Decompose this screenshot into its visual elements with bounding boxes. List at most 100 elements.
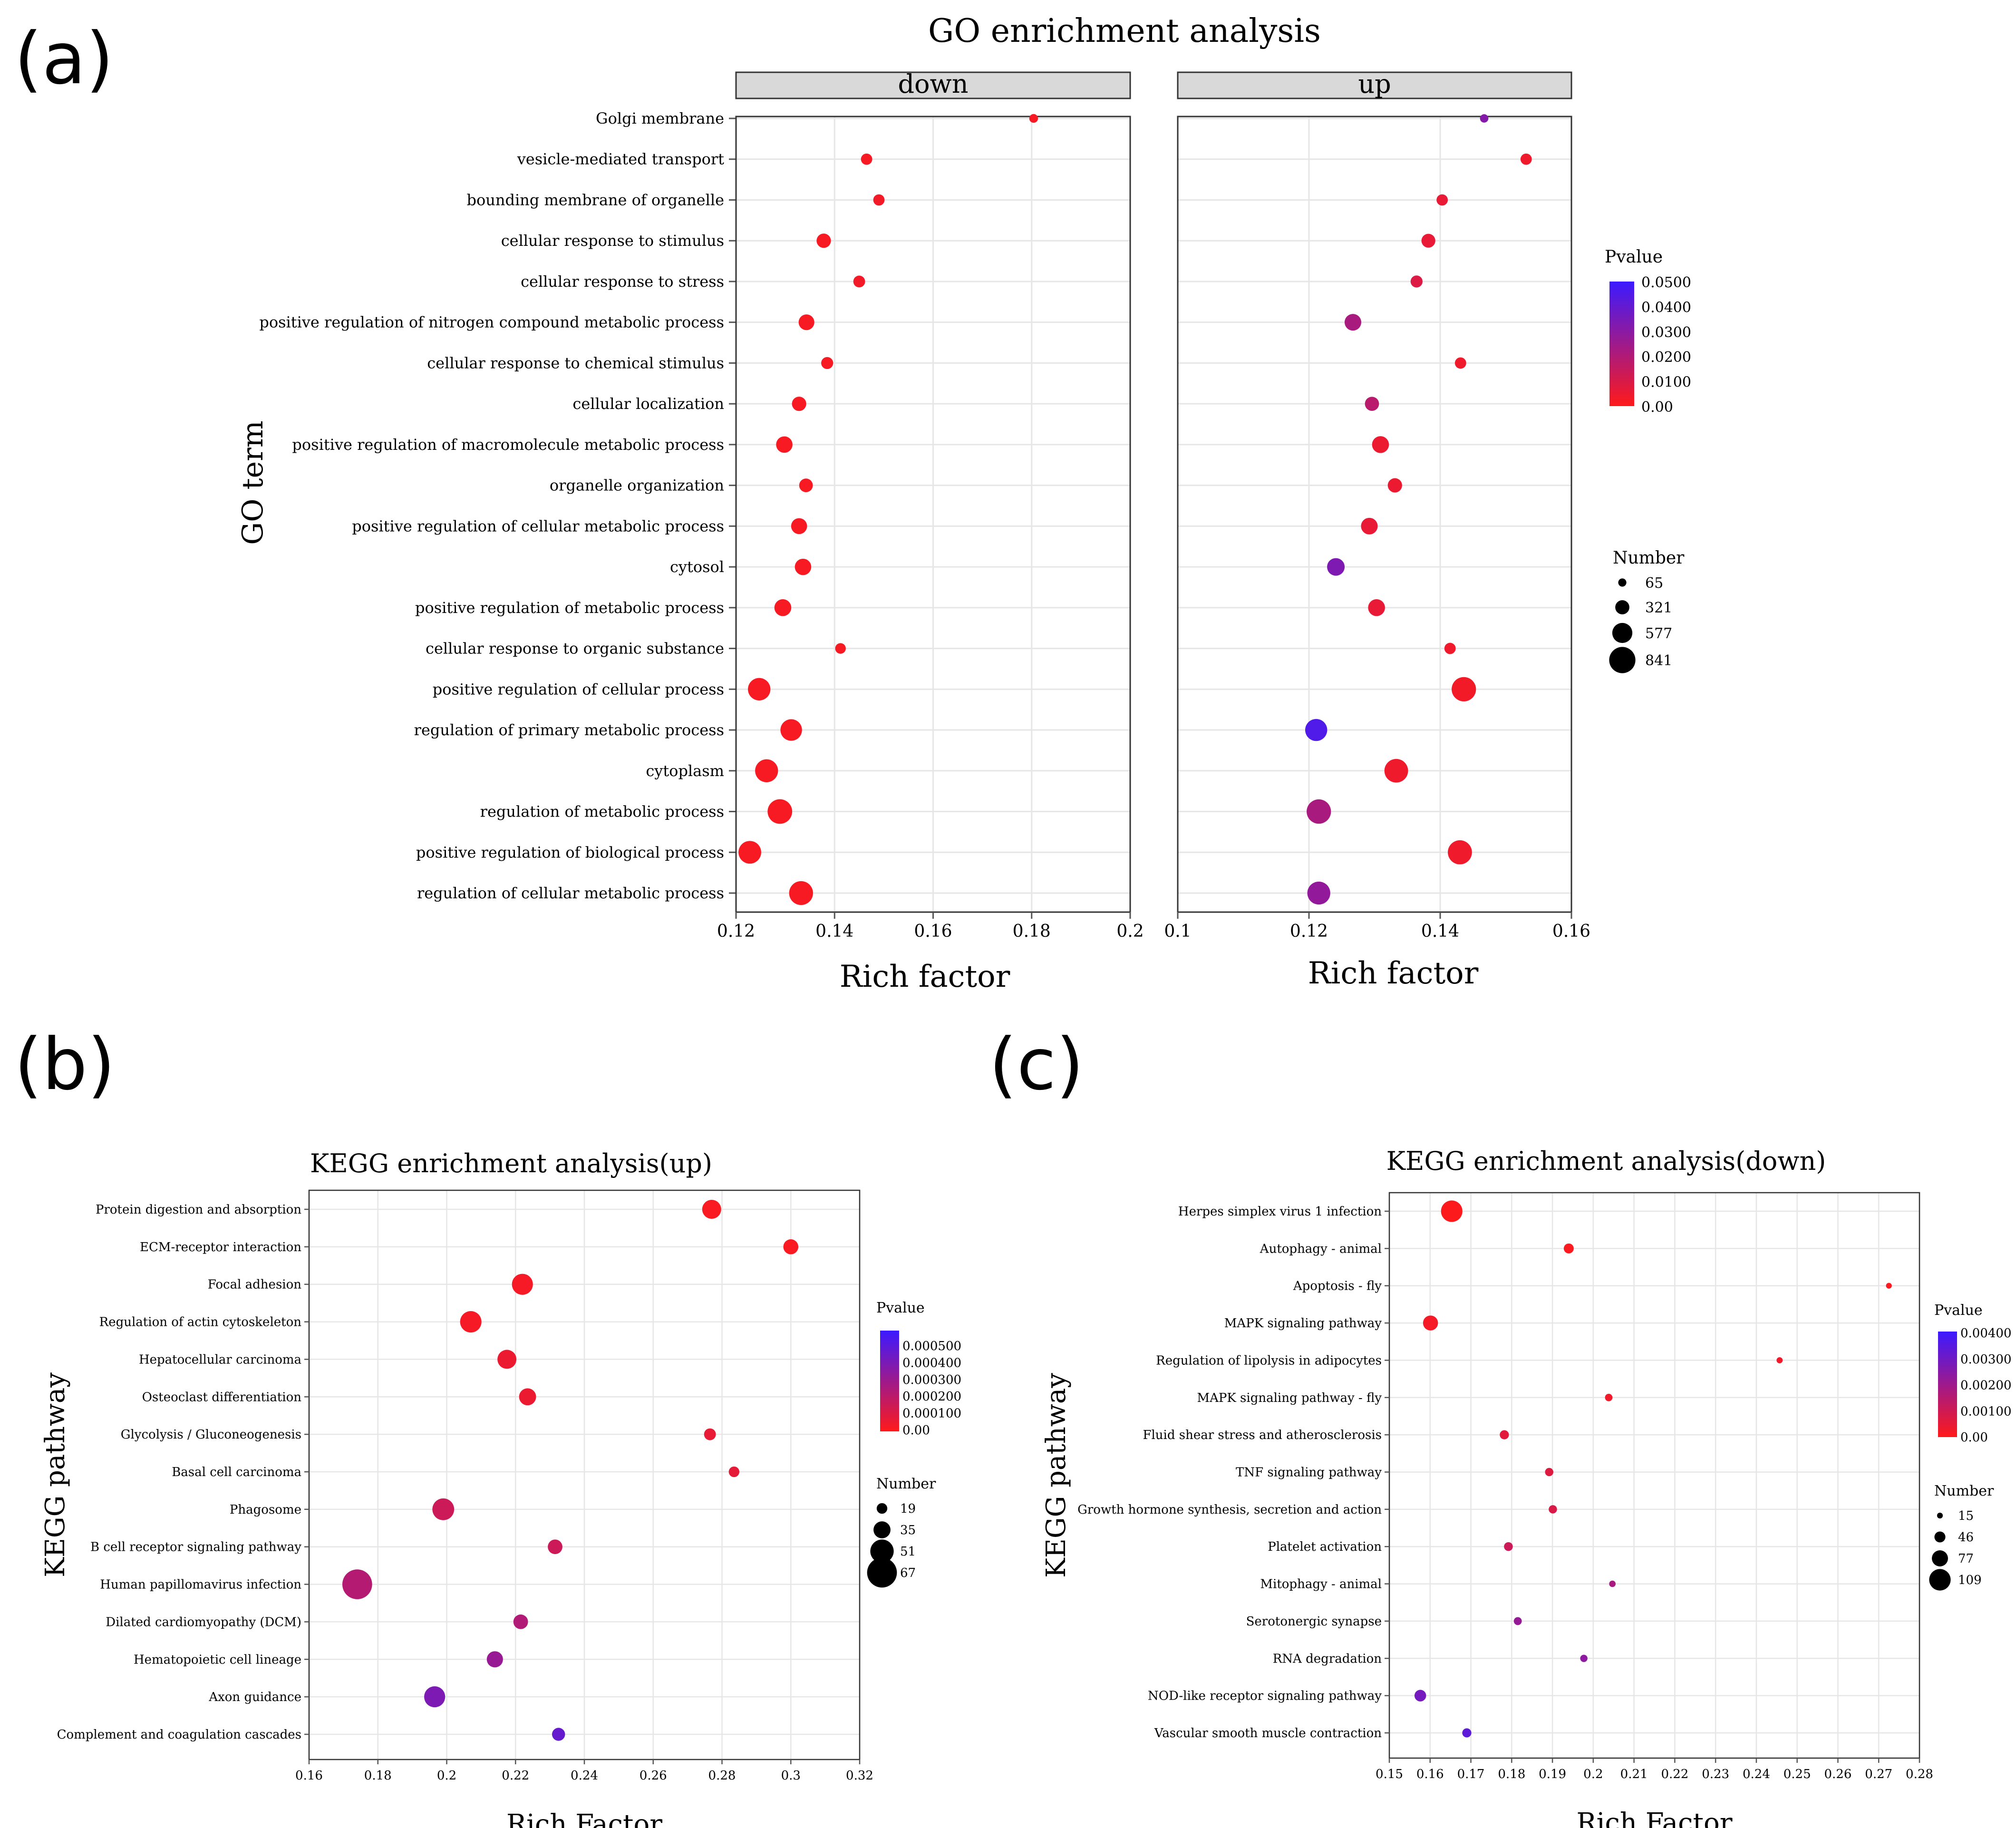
data-point-human-papillomavirus-infection [342, 1569, 372, 1599]
legend-pvalue-label: 0.000300 [902, 1373, 961, 1387]
y-tick-label: Dilated cardiomyopathy (DCM) [106, 1615, 301, 1629]
pvalue-colorbar [1938, 1332, 1957, 1437]
y-tick-label: Protein digestion and absorption [96, 1203, 301, 1217]
x-tick-label: 0.22 [502, 1769, 529, 1783]
legend-number-label: 77 [1958, 1552, 1974, 1566]
legend-number-label: 19 [900, 1502, 916, 1516]
y-tick-label: cytoplasm [646, 762, 724, 780]
data-point-down-regulation-of-cellular-metabolic-process [789, 881, 813, 905]
data-point-down-positive-regulation-of-biological-process [738, 841, 761, 864]
legend: Pvalue 0.000500 0.000400 0.000300 0.000200 0.… [867, 1300, 961, 1588]
legend-pvalue-label: 0.00200 [1960, 1379, 2012, 1393]
y-tick-label: Basal cell carcinoma [172, 1465, 301, 1479]
x-tick-label: 0.16 [914, 922, 952, 941]
facet-up: up 0.1 0.12 0.14 0.16 [1164, 69, 1590, 941]
data-point-complement-and-coagulation-cascades [552, 1728, 565, 1741]
y-tick-label: positive regulation of cellular metaboli… [352, 517, 724, 535]
x-tick-label: 0.28 [708, 1769, 736, 1783]
chart-title: KEGG enrichment analysis(down) [1386, 1146, 1826, 1176]
legend-pvalue-label: 0.00 [1641, 399, 1673, 416]
facet-strip-label: up [1358, 69, 1391, 99]
y-tick-label: Regulation of actin cytoskeleton [99, 1315, 302, 1330]
y-tick-label: positive regulation of biological proces… [416, 843, 724, 861]
legend-size-dot [876, 1503, 888, 1514]
y-tick-label: cellular response to organic substance [426, 640, 724, 658]
x-tick-label: 0.15 [1376, 1767, 1403, 1781]
y-tick-label: Golgi membrane [596, 109, 724, 127]
x-tick-label: 0.16 [295, 1769, 323, 1783]
x-tick-label: 0.24 [571, 1769, 598, 1783]
y-axis-title: KEGG pathway [1041, 1373, 1072, 1578]
plot-border [1177, 116, 1572, 913]
y-tick-label: cellular response to stimulus [501, 232, 724, 250]
x-tick-label: 0.14 [815, 922, 853, 941]
data-point-down-positive-regulation-of-nitrogen-compound-metabolic-process [798, 314, 814, 331]
go-enrichment-chart: GO enrichment analysis GO term Golgi membr… [236, 12, 1691, 994]
data-point-down-organelle-organization [799, 478, 813, 492]
data-point-mitophagy-animal [1609, 1580, 1616, 1587]
x-tick-label: 0.32 [846, 1769, 873, 1783]
y-tick-label: RNA degradation [1273, 1652, 1382, 1666]
x-tick-label: 0.3 [781, 1769, 801, 1783]
x-tick-label: 0.2 [1116, 922, 1144, 941]
data-point-down-bounding-membrane-of-organelle [873, 194, 885, 206]
x-tick-label: 0.27 [1865, 1767, 1892, 1781]
data-point-up-regulation-of-cellular-metabolic-process [1307, 881, 1330, 905]
x-tick-label: 0.21 [1620, 1767, 1648, 1781]
legend-pvalue-title: Pvalue [876, 1300, 925, 1316]
x-tick-label: 0.22 [1661, 1767, 1688, 1781]
data-point-fluid-shear-stress-and-atherosclerosis [1500, 1430, 1509, 1439]
chart-title: GO enrichment analysis [928, 12, 1321, 50]
data-point-vascular-smooth-muscle-contraction [1462, 1728, 1472, 1738]
data-point-up-positive-regulation-of-cellular-metabolic-process [1361, 517, 1378, 535]
data-point-protein-digestion-and-absorption [702, 1200, 721, 1219]
x-tick-label: 0.1 [1164, 922, 1191, 941]
data-point-tnf-signaling-pathway [1545, 1468, 1553, 1477]
legend-pvalue-label: 0.0500 [1641, 274, 1691, 291]
x-axis-title-up: Rich factor [1308, 956, 1479, 991]
y-axis-title: KEGG pathway [40, 1372, 71, 1577]
x-tick-label: 0.26 [640, 1769, 667, 1783]
y-tick-label: Apoptosis - fly [1293, 1279, 1382, 1293]
facet-strip [1177, 71, 1572, 99]
y-tick-label: regulation of cellular metabolic process [417, 884, 724, 902]
legend-number-label: 46 [1958, 1530, 1974, 1545]
data-point-up-cellular-response-to-stimulus [1421, 233, 1435, 248]
data-point-up-cellular-response-to-stress [1410, 275, 1423, 288]
plot-area [1389, 1193, 1919, 1758]
legend-size-dot [1929, 1569, 1951, 1591]
pvalue-colorbar [1609, 282, 1634, 406]
y-tick-label: Regulation of lipolysis in adipocytes [1156, 1353, 1382, 1368]
facet-strip-label: down [898, 69, 968, 99]
data-point-up-positive-regulation-of-macromolecule-metabolic-process [1372, 436, 1389, 453]
data-point-up-cellular-response-to-organic-substance [1444, 642, 1456, 654]
y-tick-label: Serotonergic synapse [1246, 1614, 1382, 1629]
data-point-up-positive-regulation-of-nitrogen-compound-metabolic-process [1344, 314, 1361, 331]
data-point-b-cell-receptor-signaling-pathway [548, 1539, 562, 1555]
legend-size-dot [867, 1557, 897, 1588]
data-point-down-cellular-response-to-stimulus [816, 233, 831, 248]
data-point-down-cytoplasm [755, 759, 778, 782]
data-point-down-cytosol [795, 558, 812, 575]
legend-size-dot [1612, 622, 1633, 643]
x-tick-label: 0.28 [1906, 1767, 1933, 1781]
x-axis-title: Rich Factor [506, 1809, 662, 1828]
legend-pvalue-title: Pvalue [1934, 1302, 1983, 1319]
data-point-up-regulation-of-primary-metabolic-process [1305, 719, 1328, 741]
panel-label-a: (a) [14, 18, 114, 100]
x-tick-label: 0.24 [1743, 1767, 1770, 1781]
y-tick-label: Osteoclast differentiation [142, 1390, 302, 1404]
data-point-down-cellular-response-to-organic-substance [835, 643, 846, 654]
x-tick-label: 0.12 [717, 922, 755, 941]
y-tick-label: Platelet activation [1268, 1540, 1382, 1554]
x-tick-label: 0.2 [437, 1769, 456, 1783]
legend-pvalue-label: 0.0400 [1641, 299, 1691, 316]
y-tick-label: cellular response to stress [521, 272, 724, 291]
data-point-up-golgi-membrane [1480, 114, 1489, 123]
x-tick-label: 0.18 [1013, 922, 1051, 941]
data-point-down-positive-regulation-of-cellular-process [748, 678, 771, 700]
y-tick-label: NOD-like receptor signaling pathway [1148, 1689, 1382, 1703]
data-point-down-positive-regulation-of-macromolecule-metabolic-process [776, 436, 793, 453]
y-tick-label: Complement and coagulation cascades [57, 1728, 301, 1742]
